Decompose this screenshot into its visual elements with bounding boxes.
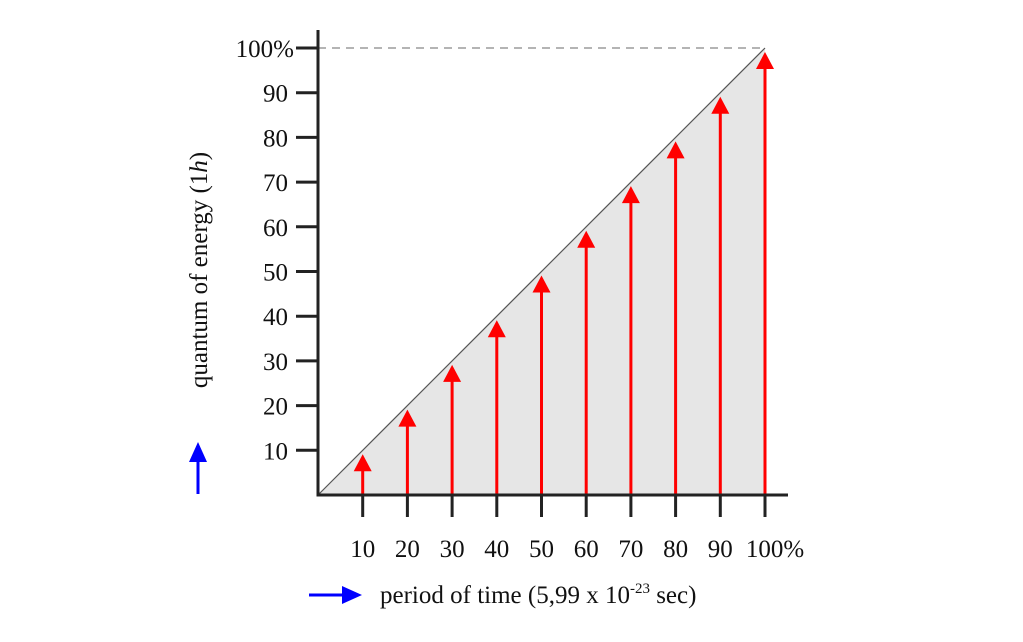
x-tick-label: 10: [350, 536, 375, 563]
y-tick-label: 70: [263, 170, 288, 197]
x-tick-label: 50: [529, 536, 554, 563]
y-tick-label: 90: [263, 81, 288, 108]
x-tick-label: 90: [708, 536, 733, 563]
x-tick-label: 100%: [746, 536, 804, 563]
arrow-head: [487, 320, 506, 338]
energy-arrow: [711, 96, 730, 495]
y-tick-label: 100%: [236, 36, 294, 63]
energy-arrow: [398, 409, 417, 495]
x-tick-label: 20: [395, 536, 420, 563]
energy-arrow: [487, 320, 506, 495]
arrow-head: [577, 230, 596, 248]
arrow-head: [711, 96, 730, 114]
arrow-head: [443, 364, 462, 382]
energy-arrow: [577, 230, 596, 495]
y-tick-label: 50: [263, 260, 288, 287]
y-tick-label: 10: [263, 438, 288, 465]
arrow-head: [621, 186, 640, 204]
arrow-head: [666, 141, 685, 159]
energy-arrow: [353, 454, 372, 495]
x-tick-label: 70: [618, 536, 643, 563]
energy-arrow: [443, 364, 462, 495]
y-tick-label: 40: [263, 304, 288, 331]
energy-arrow: [621, 186, 640, 495]
y-tick-label: 60: [263, 215, 288, 242]
y-tick-label: 20: [263, 394, 288, 421]
arrow-head: [353, 454, 372, 472]
y-axis-label-group: quantum of energy (1h): [186, 152, 213, 388]
arrow-head: [398, 409, 417, 427]
y-tick-label: 30: [263, 349, 288, 376]
y-direction-arrow-icon: [189, 442, 207, 494]
x-tick-label: 40: [484, 536, 509, 563]
x-direction-arrow-icon: [309, 586, 362, 604]
x-tick-label: 30: [440, 536, 465, 563]
energy-arrow: [532, 275, 551, 495]
arrow-head: [532, 275, 551, 293]
energy-arrow: [666, 141, 685, 495]
arrow-head: [756, 52, 774, 69]
x-tick-label: 80: [663, 536, 688, 563]
energy-arrow: [756, 52, 774, 495]
diagonal-line: [317, 47, 766, 496]
x-tick-label: 60: [574, 536, 599, 563]
y-tick-label: 80: [263, 125, 288, 152]
x-axis-label: period of time (5,99 x 10-23 sec): [380, 581, 696, 609]
y-axis-label: quantum of energy (1h): [186, 152, 213, 388]
